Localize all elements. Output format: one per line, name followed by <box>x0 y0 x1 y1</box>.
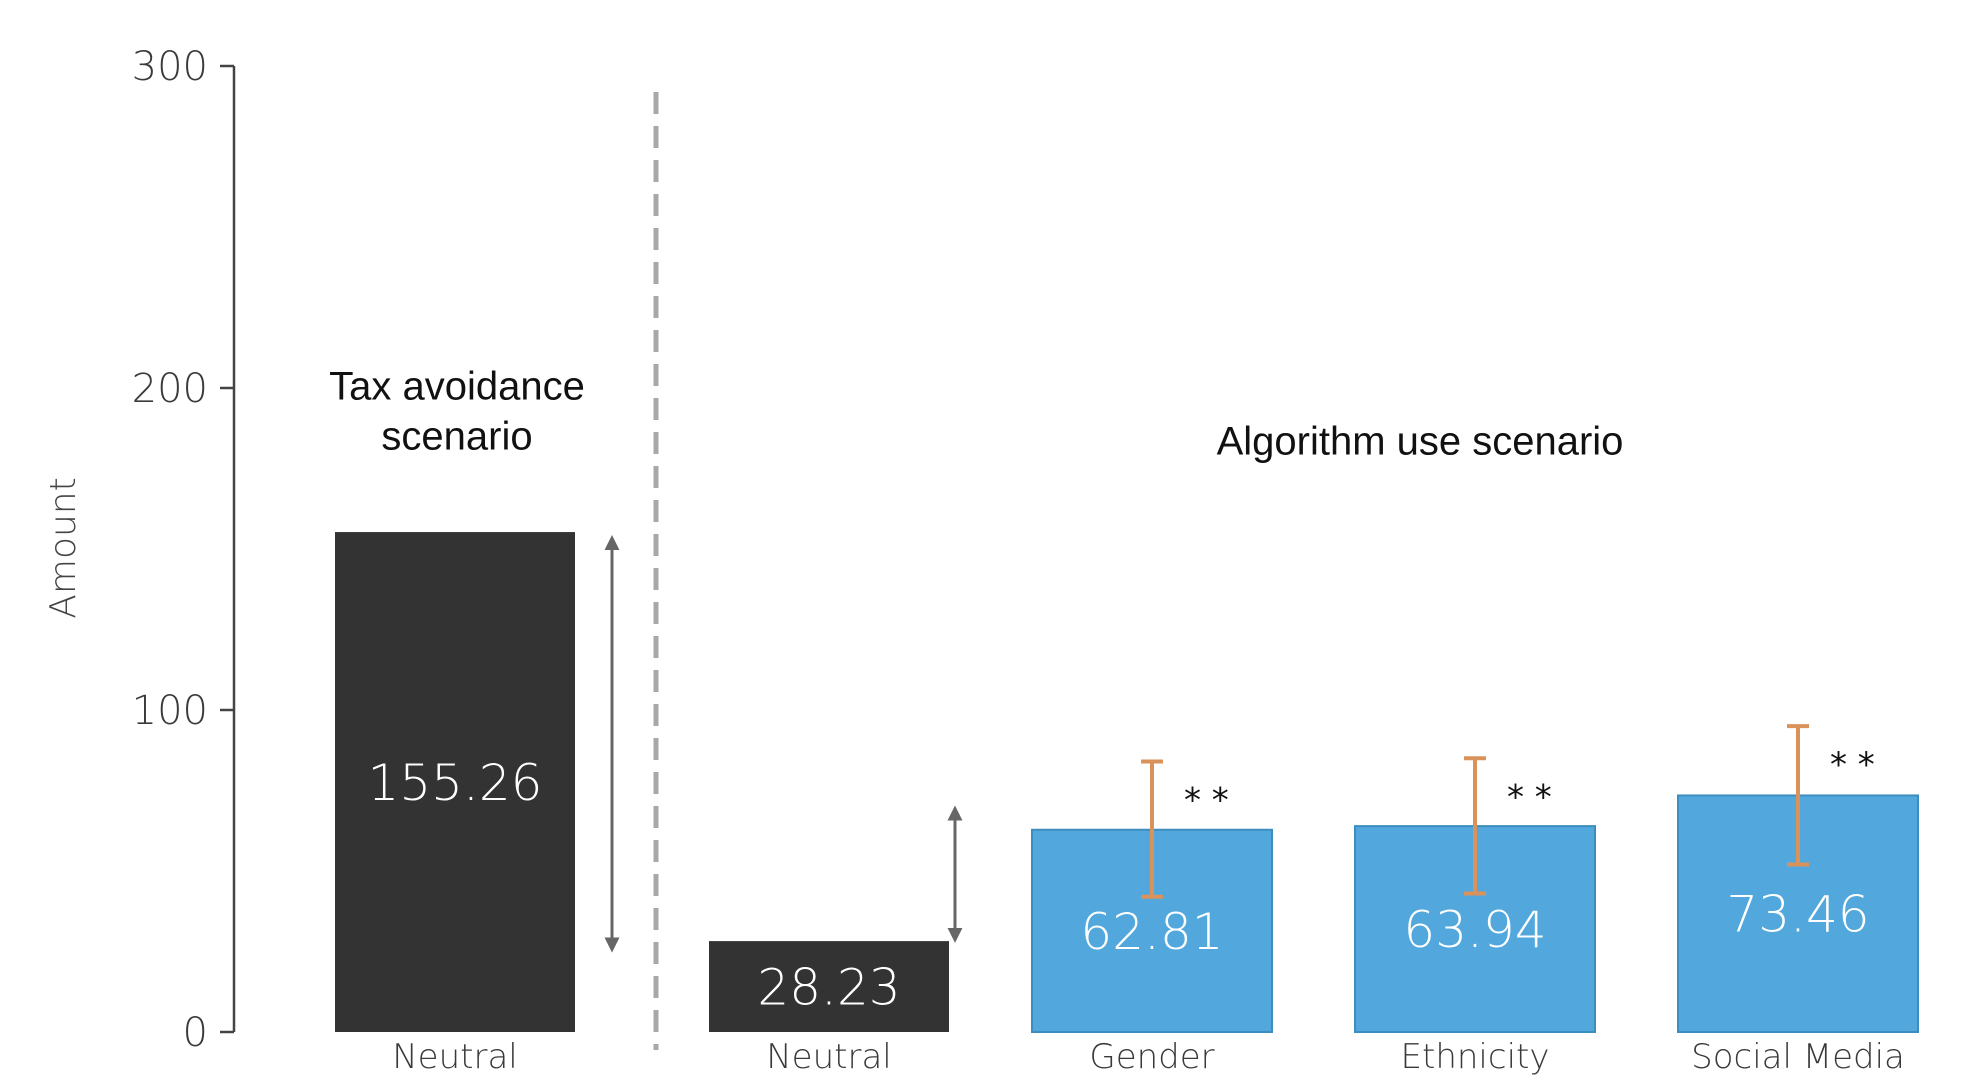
scenario-label: Algorithm use scenario <box>1217 419 1624 463</box>
x-tick-label: Neutral <box>392 1037 518 1077</box>
bar-value-label: 62.81 <box>1080 903 1223 961</box>
bar-value-label: 73.46 <box>1726 886 1869 944</box>
y-tick-label: 300 <box>132 44 208 90</box>
bar-value-label: 63.94 <box>1403 901 1546 959</box>
bar <box>709 941 949 1032</box>
x-tick-label: Neutral <box>766 1037 892 1077</box>
x-tick-label: Gender <box>1089 1037 1214 1077</box>
y-tick-label: 200 <box>132 366 208 412</box>
x-tick-label: Social Media <box>1691 1037 1905 1077</box>
difference-arrows <box>604 535 963 953</box>
bar-value-label: 28.23 <box>757 959 900 1017</box>
y-axis-title: Amount <box>43 477 84 618</box>
significance-marker: * * <box>1830 745 1875 785</box>
group-labels: Tax avoidance scenario Algorithm use scena… <box>329 365 1623 464</box>
y-tick-label: 0 <box>183 1010 208 1056</box>
y-tick-label: 100 <box>132 688 208 734</box>
scenario-label: Tax avoidance <box>329 365 585 409</box>
significance-marker: * * <box>1184 781 1229 821</box>
scenario-label: scenario <box>381 415 532 459</box>
bars: 155.26 Neutral 28.23 Neutral 62.81 Gender * * 6… <box>335 532 1919 1077</box>
significance-marker: * * <box>1507 777 1552 817</box>
bar <box>335 532 575 1032</box>
bar-value-label: 155.26 <box>368 754 543 812</box>
x-tick-label: Ethnicity <box>1401 1037 1550 1077</box>
y-axis: 0 100 200 300 <box>132 44 236 1056</box>
